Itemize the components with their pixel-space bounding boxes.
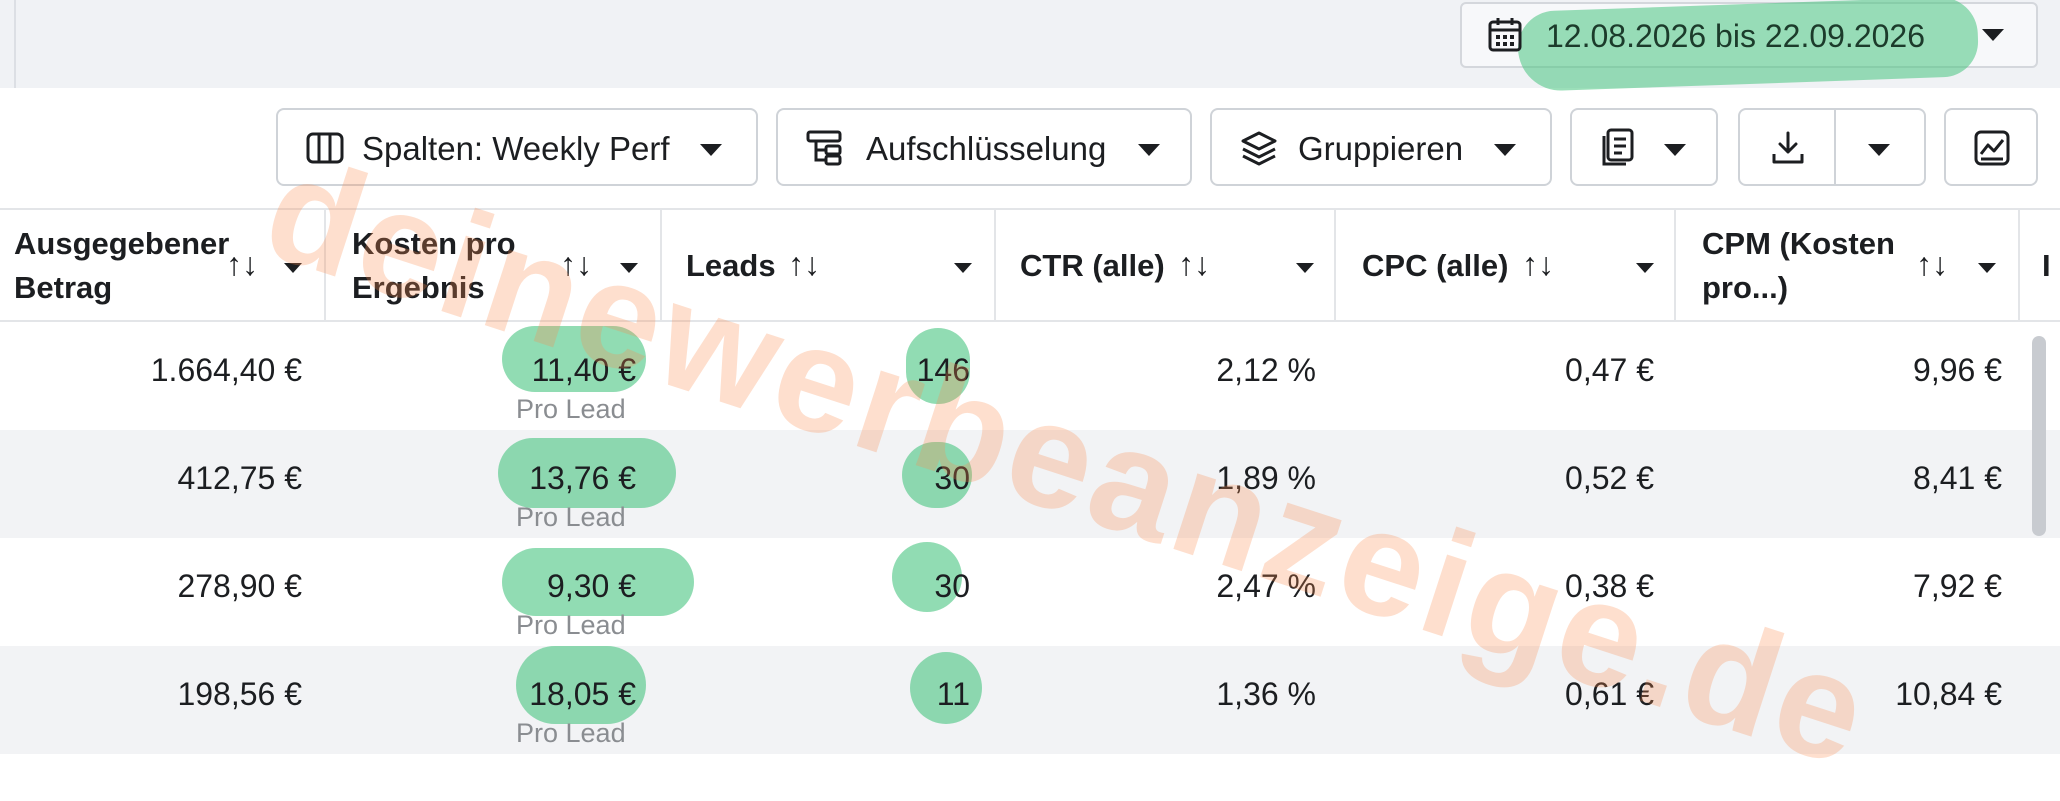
leads-cell: 146 (916, 352, 970, 388)
highlight-marker (516, 646, 646, 724)
sort-icon[interactable]: ↑↓ (788, 246, 820, 282)
cpc-cell: 0,61 € (1565, 676, 1654, 712)
cost-cell: 18,05 € (529, 676, 636, 712)
leads-cell: 30 (934, 460, 970, 496)
cost-subtext: Pro Lead (516, 502, 626, 532)
spent-cell: 278,90 € (177, 568, 302, 604)
highlight-marker (910, 652, 982, 724)
table-row[interactable]: 1.664,40 € 11,40 € Pro Lead 146 2,12 % 0… (0, 322, 2060, 430)
table-header: Ausgegebener Betrag ↑↓ Kosten pro Ergebn… (0, 208, 2060, 322)
cost-subtext: Pro Lead (516, 610, 626, 640)
ctr-cell: 1,89 % (1216, 460, 1316, 496)
header-label: Kosten pro (352, 226, 516, 261)
header-label: CPC (alle) (1362, 248, 1509, 283)
highlight-marker (502, 326, 646, 392)
date-range-label: 12.08.2026 bis 22.09.2026 (1546, 18, 1925, 54)
spent-cell: 198,56 € (177, 676, 302, 712)
highlight-marker (498, 438, 676, 508)
columns-label: Spalten: Weekly Perf (362, 130, 670, 167)
chevron-down-icon[interactable] (954, 260, 972, 278)
column-header-ctr[interactable]: CTR (alle) ↑↓ (996, 210, 1336, 320)
cpm-cell: 10,84 € (1895, 676, 2002, 712)
sort-icon[interactable]: ↑↓ (1916, 246, 1948, 282)
vertical-scrollbar[interactable] (2032, 336, 2046, 536)
header-label: Ausgegebener (14, 226, 230, 261)
chevron-down-icon (1982, 28, 2004, 46)
cpc-cell: 0,52 € (1565, 460, 1654, 496)
breakdown-label: Aufschlüsselung (866, 130, 1107, 167)
header-label: pro...) (1702, 270, 1789, 305)
column-header-spent[interactable]: Ausgegebener Betrag ↑↓ (0, 210, 326, 320)
chevron-down-icon[interactable] (1296, 260, 1314, 278)
ctr-cell: 2,12 % (1216, 352, 1316, 388)
sort-icon[interactable]: ↑↓ (560, 246, 592, 282)
highlight-marker (502, 548, 694, 616)
table-row[interactable]: 278,90 € 9,30 € Pro Lead 30 2,47 % 0,38 … (0, 538, 2060, 646)
header-label: Ergebnis (352, 270, 485, 305)
column-header-cpc[interactable]: CPC (alle) ↑↓ (1336, 210, 1676, 320)
highlight-marker (892, 542, 962, 612)
column-header-next[interactable]: I (2020, 210, 2060, 320)
group-label: Gruppieren (1298, 130, 1464, 167)
layers-icon (1240, 130, 1278, 173)
divider (1834, 110, 1836, 184)
top-bar: 12.08.2026 bis 22.09.2026 (0, 0, 2060, 93)
chevron-down-icon[interactable] (284, 260, 302, 278)
chart-icon (1974, 130, 2010, 171)
header-label: I (2042, 248, 2051, 283)
cost-cell: 11,40 € (531, 352, 636, 388)
report-button[interactable] (1570, 108, 1718, 186)
cost-subtext: Pro Lead (516, 718, 626, 748)
header-label: CTR (alle) (1020, 248, 1165, 283)
highlight-marker (902, 442, 972, 508)
chevron-down-icon (1138, 143, 1160, 161)
cost-cell: 13,76 € (529, 460, 636, 496)
table-row[interactable]: 198,56 € 18,05 € Pro Lead 11 1,36 % 0,61… (0, 646, 2060, 754)
sort-icon[interactable]: ↑↓ (1178, 246, 1210, 282)
columns-icon (306, 132, 344, 169)
cpc-cell: 0,38 € (1565, 568, 1654, 604)
chevron-down-icon[interactable] (1636, 260, 1654, 278)
cpm-cell: 7,92 € (1913, 568, 2002, 604)
header-label: Leads (686, 248, 776, 283)
cpc-cell: 0,47 € (1565, 352, 1654, 388)
ctr-cell: 2,47 % (1216, 568, 1316, 604)
column-header-cpm[interactable]: CPM (Kosten pro...) ↑↓ (1676, 210, 2020, 320)
report-icon (1600, 128, 1636, 173)
highlight-marker (906, 328, 970, 404)
leads-cell: 11 (936, 676, 970, 712)
spent-cell: 412,75 € (177, 460, 302, 496)
chevron-down-icon[interactable] (1978, 260, 1996, 278)
columns-button[interactable]: Spalten: Weekly Perf (276, 108, 758, 186)
group-button[interactable]: Gruppieren (1210, 108, 1552, 186)
cost-subtext: Pro Lead (516, 394, 626, 424)
calendar-icon (1488, 16, 1522, 57)
breakdown-icon (806, 130, 844, 173)
date-range-picker[interactable]: 12.08.2026 bis 22.09.2026 (1460, 0, 2038, 93)
export-options-chevron-icon[interactable] (1868, 143, 1890, 161)
spent-cell: 1.664,40 € (150, 352, 302, 388)
chart-button[interactable] (1944, 108, 2038, 186)
column-header-cost-per-result[interactable]: Kosten pro Ergebnis ↑↓ (326, 210, 662, 320)
chevron-down-icon (1494, 143, 1516, 161)
chevron-down-icon[interactable] (620, 260, 638, 278)
sort-icon[interactable]: ↑↓ (226, 246, 258, 282)
sort-icon[interactable]: ↑↓ (1522, 246, 1554, 282)
header-label: CPM (Kosten (1702, 226, 1895, 261)
chevron-down-icon (700, 143, 722, 161)
cpm-cell: 8,41 € (1913, 460, 2002, 496)
table-row[interactable]: 412,75 € 13,76 € Pro Lead 30 1,89 % 0,52… (0, 430, 2060, 538)
header-label: Betrag (14, 270, 113, 305)
ctr-cell: 1,36 % (1216, 676, 1316, 712)
chevron-down-icon (1664, 143, 1686, 161)
divider (14, 0, 16, 88)
breakdown-button[interactable]: Aufschlüsselung (776, 108, 1192, 186)
export-button-group (1738, 108, 1926, 186)
cpm-cell: 9,96 € (1913, 352, 2002, 388)
download-icon[interactable] (1770, 130, 1806, 171)
cost-cell: 9,30 € (547, 568, 636, 604)
column-header-leads[interactable]: Leads ↑↓ (662, 210, 996, 320)
leads-cell: 30 (934, 568, 970, 604)
